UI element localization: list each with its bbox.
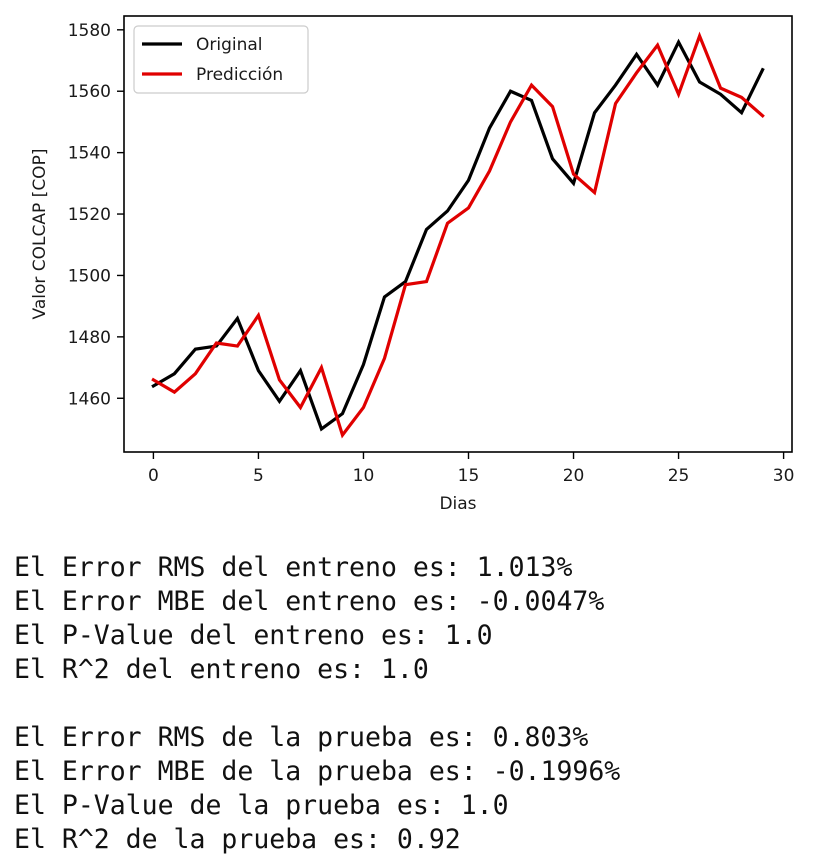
test-r2-line: El R^2 de la prueba es: 0.92 <box>14 824 461 855</box>
test-rms-line: El Error RMS de la prueba es: 0.803% <box>14 722 589 753</box>
blank-line <box>14 687 620 721</box>
series-line-prediccion <box>151 31 765 439</box>
train-rms-line: El Error RMS del entreno es: 1.013% <box>14 552 573 583</box>
series-line-original <box>151 38 765 432</box>
x-tick-label: 10 <box>353 466 375 486</box>
axes-layer: 0 5 10 15 20 25 301460148015001520154015601580… <box>30 21 794 514</box>
y-tick-label: 1580 <box>68 21 111 41</box>
train-mbe-line: El Error MBE del entreno es: -0.0047% <box>14 586 605 617</box>
series-layer <box>151 31 765 439</box>
y-tick-label: 1460 <box>68 389 111 409</box>
test-mbe-line: El Error MBE de la prueba es: -0.1996% <box>14 756 621 787</box>
legend: Original Predicción <box>133 25 309 94</box>
train-r2-line: El R^2 del entreno es: 1.0 <box>14 654 429 685</box>
y-axis-label: Valor COLCAP [COP] <box>30 149 50 320</box>
test-pvalue-line: El P-Value de la prueba es: 1.0 <box>14 790 509 821</box>
y-tick-label: 1480 <box>68 328 111 348</box>
x-tick-label: 5 <box>253 466 264 486</box>
x-tick-label: 25 <box>668 466 690 486</box>
y-tick-label: 1540 <box>68 144 111 164</box>
y-tick-label: 1500 <box>68 266 111 286</box>
line-chart: 0 5 10 15 20 25 301460148015001520154015601580… <box>30 15 794 514</box>
x-axis-label: Dias <box>439 494 476 514</box>
console-output: El Error RMS del entreno es: 1.013% El E… <box>14 551 620 857</box>
legend-label: Original <box>196 35 263 55</box>
x-tick-label: 20 <box>563 466 585 486</box>
y-tick-label: 1560 <box>68 82 111 102</box>
x-tick-label: 15 <box>458 466 480 486</box>
train-pvalue-line: El P-Value del entreno es: 1.0 <box>14 620 493 651</box>
x-tick-label: 30 <box>773 466 795 486</box>
legend-label: Predicción <box>196 65 283 85</box>
y-tick-label: 1520 <box>68 205 111 225</box>
x-tick-label: 0 <box>148 466 159 486</box>
